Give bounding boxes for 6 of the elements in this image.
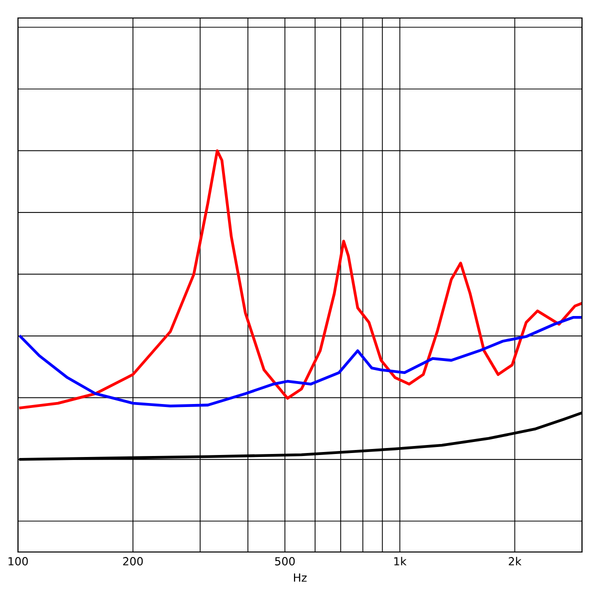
x-tick-label: 2k: [508, 556, 522, 566]
x-tick-label: 1k: [394, 556, 407, 566]
x-tick-label: 100: [8, 557, 28, 566]
x-axis-title: Hz: [294, 574, 307, 582]
x-tick-label: 200: [123, 557, 143, 566]
x-tick-label: 500: [275, 557, 295, 566]
